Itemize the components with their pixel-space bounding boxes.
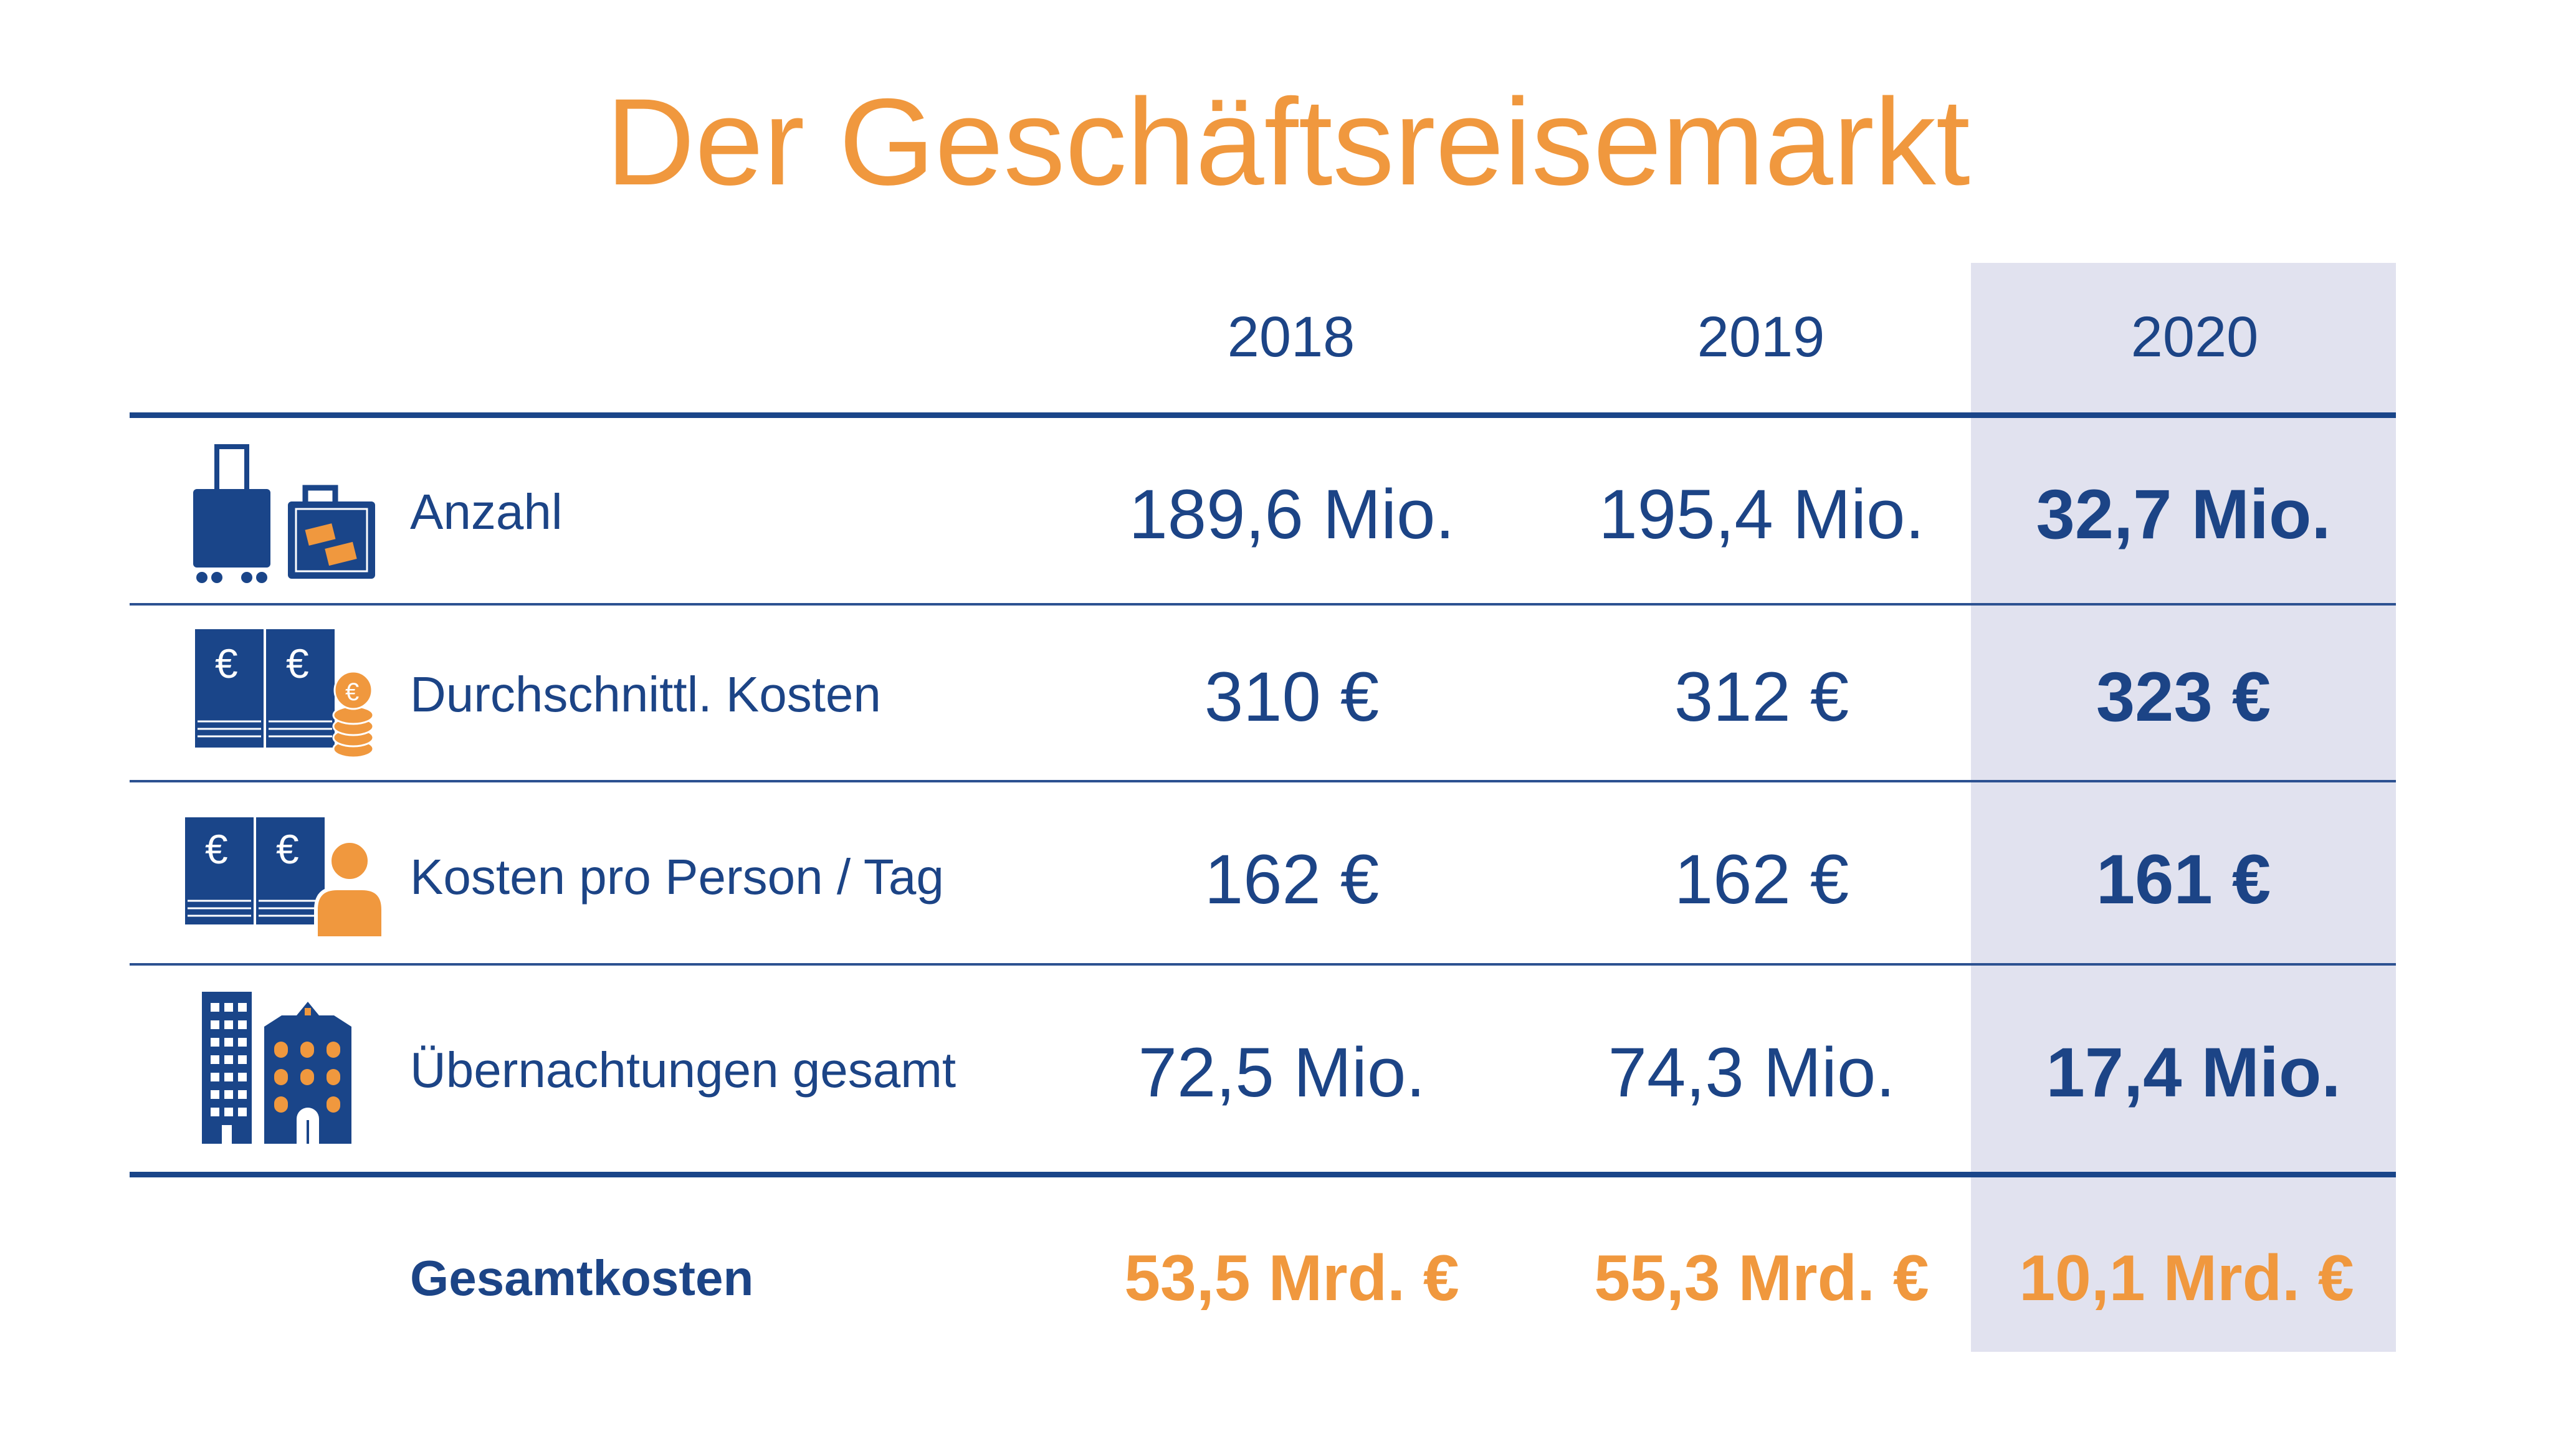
value-kosten-2018: 310 € <box>1204 658 1380 736</box>
value-kosten-2020: 323 € <box>2096 658 2271 736</box>
year-header-2018: 2018 <box>1227 305 1355 369</box>
row-divider <box>130 603 2396 606</box>
svg-text:€: € <box>345 678 359 706</box>
value-anzahl-2020: 32,7 Mio. <box>2036 475 2331 553</box>
value-uebernachtungen-2020: 17,4 Mio. <box>2046 1033 2341 1111</box>
total-value-2019: 55,3 Mrd. € <box>1594 1242 1929 1314</box>
value-uebernachtungen-2019: 74,3 Mio. <box>1608 1033 1896 1111</box>
value-person-tag-2019: 162 € <box>1674 840 1849 918</box>
hotel-buildings-icon <box>202 992 351 1144</box>
row-label-kosten-pro-person-tag: Kosten pro Person / Tag <box>410 849 944 905</box>
svg-text:€: € <box>205 826 228 872</box>
luggage-icon <box>193 444 375 583</box>
total-value-2020: 10,1 Mrd. € <box>2019 1242 2354 1314</box>
row-divider <box>130 780 2396 782</box>
euro-notes-person-icon: € € <box>185 817 385 940</box>
total-divider <box>130 1172 2396 1177</box>
value-person-tag-2018: 162 € <box>1204 840 1380 918</box>
year-header-2019: 2019 <box>1697 305 1825 369</box>
svg-text:€: € <box>276 826 299 872</box>
row-label-uebernachtungen-gesamt: Übernachtungen gesamt <box>410 1042 956 1098</box>
value-uebernachtungen-2018: 72,5 Mio. <box>1138 1033 1426 1111</box>
value-person-tag-2020: 161 € <box>2096 840 2271 918</box>
total-label: Gesamtkosten <box>410 1250 754 1306</box>
header-divider <box>130 412 2396 418</box>
year-header-2020: 2020 <box>2130 305 2259 369</box>
value-anzahl-2019: 195,4 Mio. <box>1598 475 1925 553</box>
row-label-durchschnittl-kosten: Durchschnittl. Kosten <box>410 667 881 722</box>
value-kosten-2019: 312 € <box>1674 658 1849 736</box>
svg-text:€: € <box>215 640 238 686</box>
svg-text:€: € <box>286 640 309 686</box>
euro-notes-coins-icon: € € € <box>195 629 374 759</box>
page-title: Der Geschäftsreisemarkt <box>606 73 1970 211</box>
total-value-2018: 53,5 Mrd. € <box>1124 1242 1459 1314</box>
row-label-anzahl: Anzahl <box>410 484 563 539</box>
row-divider <box>130 963 2396 966</box>
value-anzahl-2018: 189,6 Mio. <box>1128 475 1455 553</box>
highlight-column-2020 <box>1971 263 2396 1352</box>
